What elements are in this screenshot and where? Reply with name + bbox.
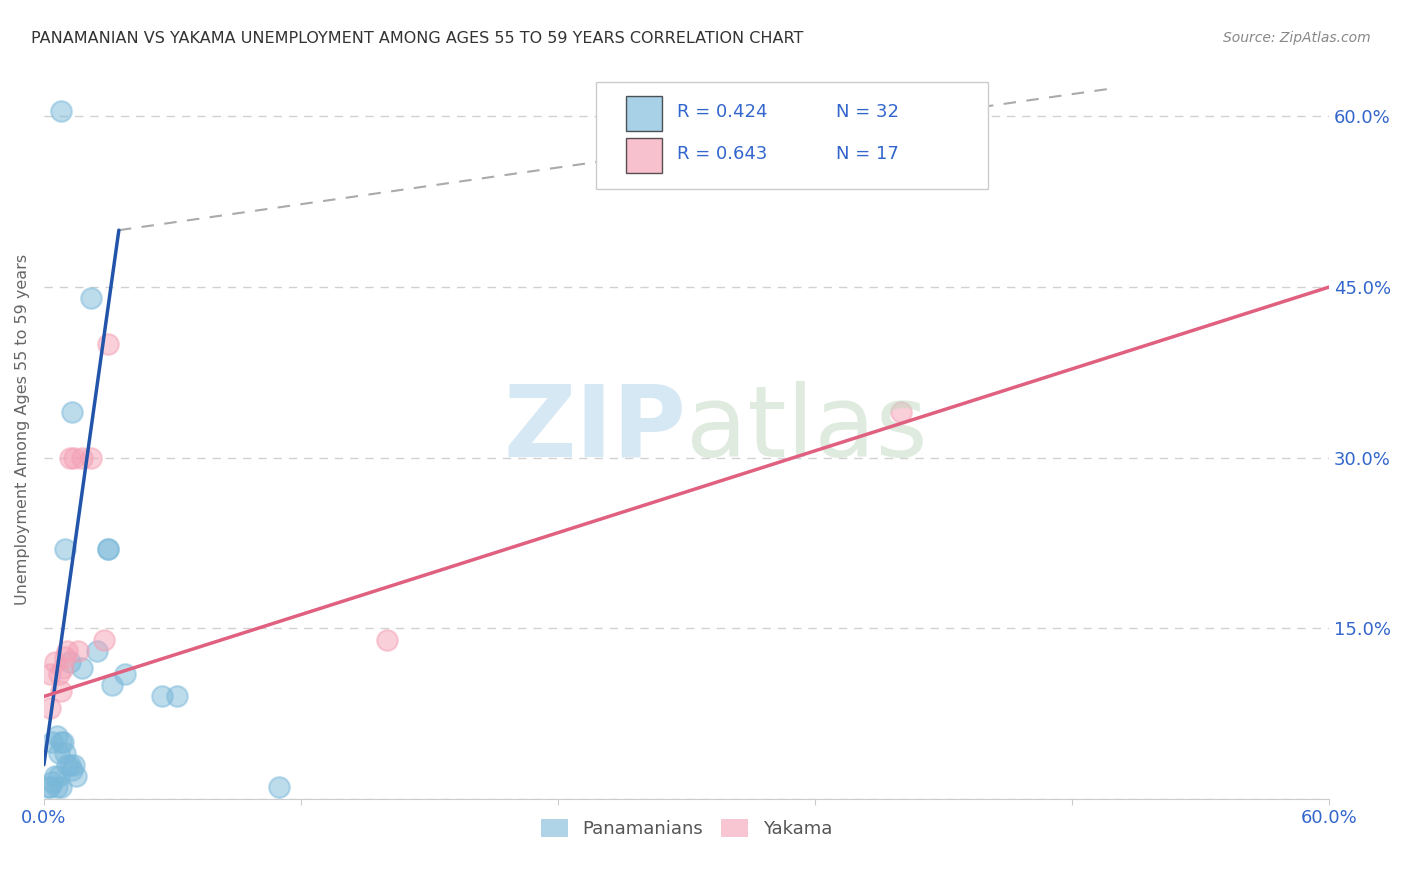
Point (45, 780, 67, 795)
Point (114, 666, 136, 681)
Point (49, 735, 72, 749)
Point (67, 644, 90, 658)
Point (166, 690, 188, 704)
Point (44, 769, 66, 783)
Point (56, 644, 79, 658)
FancyBboxPatch shape (626, 138, 662, 173)
Point (53, 649, 76, 664)
Point (48, 666, 70, 681)
Point (72, 661, 94, 675)
Point (60, 764, 83, 778)
Point (80, 450, 103, 465)
Point (45, 729, 67, 743)
Point (52, 661, 75, 675)
Point (80, 292, 103, 306)
Point (97, 541, 120, 556)
Point (375, 632, 398, 647)
Point (39, 666, 62, 681)
Point (58, 450, 80, 465)
Point (44, 656, 66, 670)
Text: R = 0.424: R = 0.424 (678, 103, 768, 121)
Point (39, 701, 62, 715)
Text: atlas: atlas (686, 381, 928, 478)
Point (72, 450, 94, 465)
Text: R = 0.643: R = 0.643 (678, 145, 768, 163)
Point (56, 757, 79, 772)
Point (49, 683, 72, 698)
Point (52, 735, 75, 749)
Text: ZIP: ZIP (503, 381, 686, 478)
Point (63, 757, 86, 772)
Point (93, 632, 115, 647)
Point (41, 774, 63, 789)
FancyBboxPatch shape (626, 95, 662, 131)
Point (41, 735, 63, 749)
Text: PANAMANIAN VS YAKAMA UNEMPLOYMENT AMONG AGES 55 TO 59 YEARS CORRELATION CHART: PANAMANIAN VS YAKAMA UNEMPLOYMENT AMONG … (31, 31, 803, 46)
Point (65, 769, 87, 783)
Legend: Panamanians, Yakama: Panamanians, Yakama (534, 812, 839, 846)
FancyBboxPatch shape (596, 82, 988, 189)
Point (48, 747, 70, 761)
Point (37, 780, 59, 795)
Text: N = 17: N = 17 (835, 145, 898, 163)
Text: Source: ZipAtlas.com: Source: ZipAtlas.com (1223, 31, 1371, 45)
Point (97, 541, 120, 556)
Point (86, 644, 108, 658)
Point (53, 541, 76, 556)
Point (49, 103, 72, 118)
Point (58, 656, 80, 670)
Point (58, 757, 80, 772)
Point (97, 337, 120, 351)
Text: N = 32: N = 32 (835, 103, 898, 121)
Point (150, 690, 173, 704)
Point (53, 747, 76, 761)
Point (890, 405, 912, 419)
Point (63, 450, 86, 465)
Point (269, 780, 291, 795)
Point (48, 769, 70, 783)
Point (39, 780, 62, 795)
Point (60, 405, 83, 419)
Y-axis label: Unemployment Among Ages 55 to 59 years: Unemployment Among Ages 55 to 59 years (15, 253, 30, 605)
Point (101, 678, 124, 692)
Point (49, 780, 72, 795)
